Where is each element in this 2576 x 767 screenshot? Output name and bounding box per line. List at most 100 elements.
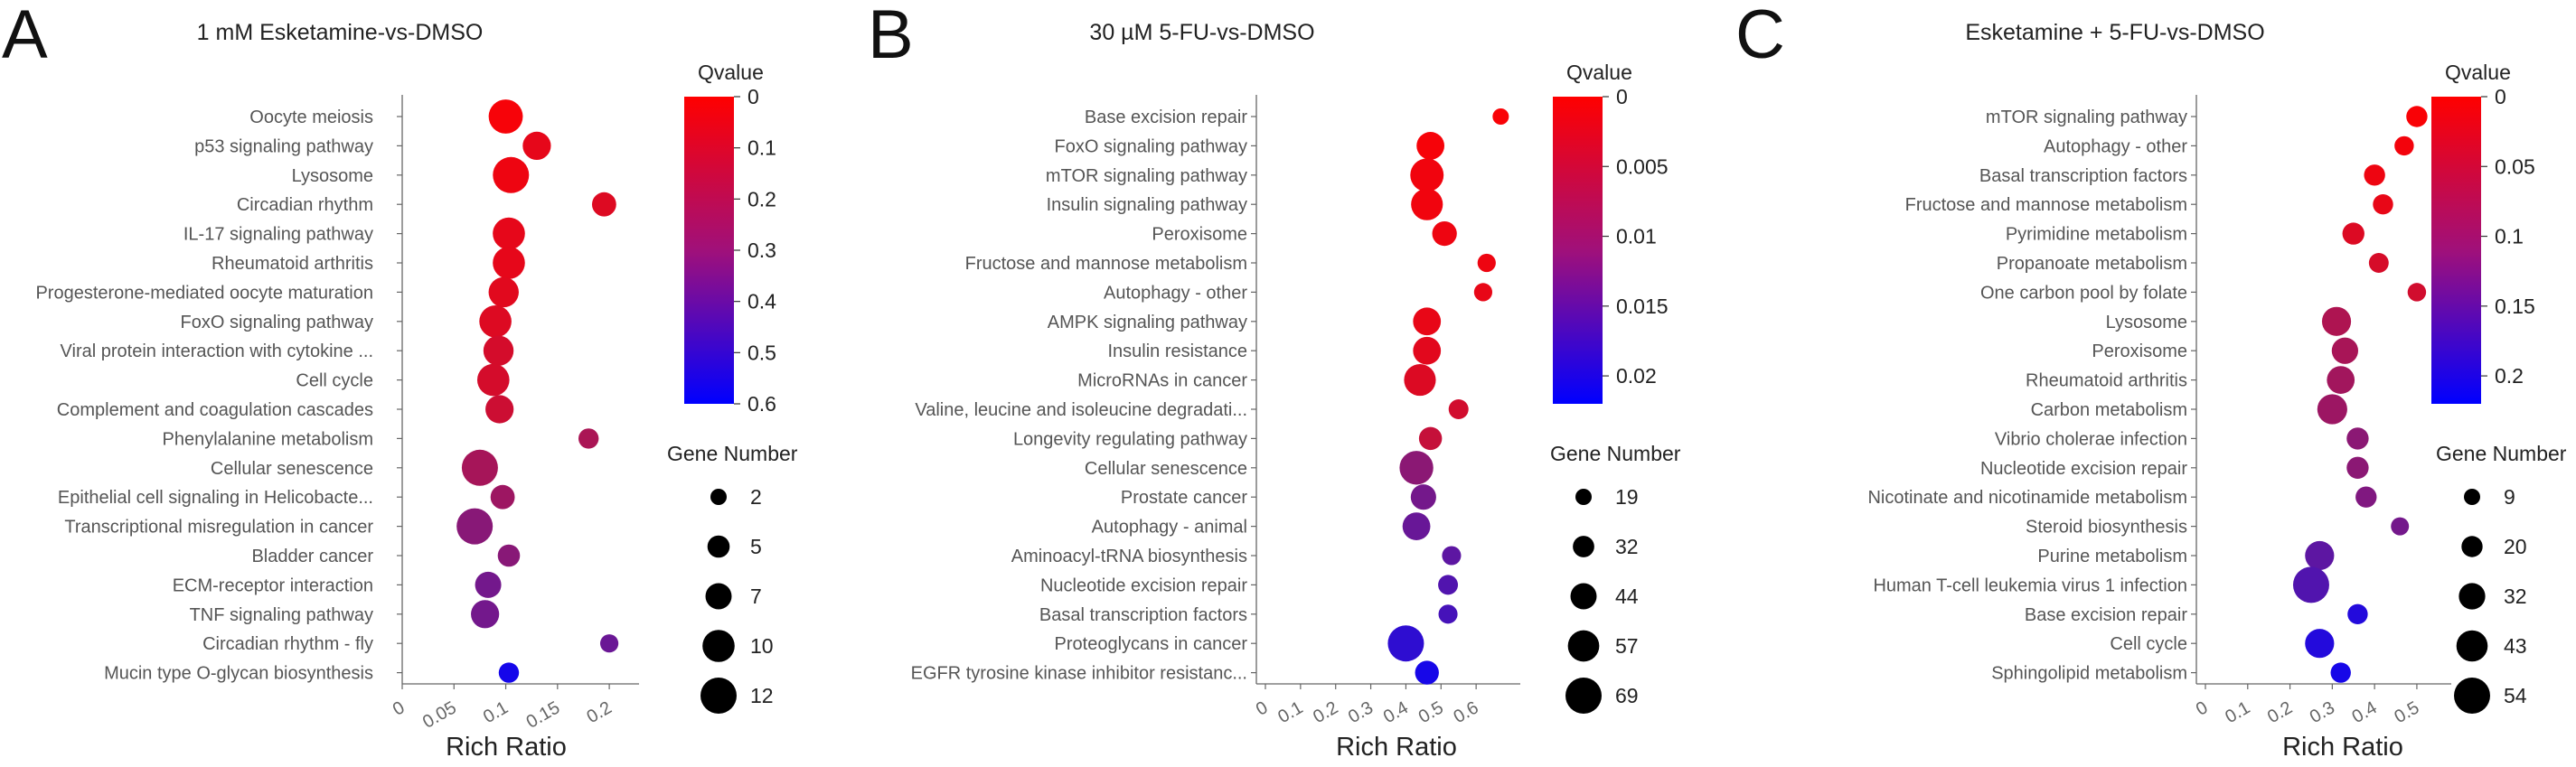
size-legend-label: 12 [750, 684, 774, 707]
size-legend-label: 5 [750, 535, 762, 558]
category-label: Cell cycle [2110, 634, 2187, 654]
size-legend-label: 9 [2504, 485, 2515, 509]
color-legend-label: 0.4 [747, 290, 776, 313]
data-bubble [1449, 399, 1469, 419]
category-label: Cellular senescence [211, 459, 373, 479]
category-label: Vibrio cholerae infection [1995, 429, 2187, 449]
x-tick-label: 0.4 [2349, 697, 2381, 727]
color-legend-label: 0.2 [2495, 364, 2524, 388]
size-legend-bubble [2461, 536, 2482, 557]
data-bubble [1419, 427, 1442, 450]
data-bubble [2322, 307, 2351, 336]
data-bubble [2364, 164, 2384, 185]
data-bubble [1439, 604, 1458, 623]
panel-b: B 30 µM 5-FU-vs-DMSO Base excision repair F… [868, 0, 1681, 762]
bubble-chart-figure: A1 mM Esketamine-vs-DMSOOocyte meiosisp5… [0, 0, 2576, 767]
size-legend-bubble [700, 678, 737, 714]
category-label: Insulin signaling pathway [1047, 195, 1247, 215]
data-bubble [2346, 457, 2368, 479]
data-bubble [1399, 451, 1433, 484]
category-label: Fructose and mannose metabolism [965, 254, 1247, 274]
size-legend-label: 69 [1615, 684, 1639, 707]
size-legend-bubble [710, 489, 727, 505]
category-label: Purine metabolism [2037, 547, 2187, 566]
data-bubble [1411, 484, 1436, 510]
size-legend-label: 44 [1615, 585, 1639, 608]
data-bubble [1478, 254, 1496, 272]
size-legend-label: 32 [2504, 585, 2527, 608]
data-bubble [2331, 662, 2351, 682]
category-label: Propanoate metabolism [1997, 254, 2187, 274]
color-legend-label: 0.15 [2495, 295, 2535, 318]
x-tick-label: 0.2 [2264, 697, 2296, 727]
color-legend-label: 0.1 [2495, 225, 2524, 248]
data-bubble [2355, 487, 2376, 508]
category-label: Base excision repair [1085, 108, 1247, 127]
data-bubble [1416, 132, 1444, 160]
data-bubble [1404, 364, 1435, 396]
size-legend-label: 19 [1615, 485, 1639, 509]
size-legend-bubble [702, 630, 735, 662]
data-bubble [1438, 575, 1458, 594]
color-legend-title: Qvalue [1566, 61, 1632, 84]
data-bubble [1442, 546, 1461, 565]
category-label: Viral protein interaction with cytokine … [61, 341, 373, 361]
data-bubble [2332, 338, 2358, 364]
size-legend-bubble [2457, 631, 2488, 662]
size-legend-title: Gene Number [667, 442, 798, 465]
data-bubble [1474, 283, 1492, 301]
category-label: Nucleotide excision repair [1040, 575, 1247, 595]
category-label: Aminoacyl-tRNA biosynthesis [1011, 547, 1247, 566]
color-legend-label: 0.02 [1616, 364, 1657, 388]
x-tick-label: 0 [1253, 697, 1272, 720]
panel-title: 30 µM 5-FU-vs-DMSO [1089, 20, 1314, 45]
data-bubble [479, 305, 512, 338]
category-label: Basal transcription factors [1979, 166, 2187, 186]
size-legend-label: 10 [750, 634, 774, 658]
category-label: Longevity regulating pathway [1013, 429, 1247, 449]
panel-a: A 1 mM Esketamine-vs-DMSO Oocyte meiosis p5… [2, 0, 798, 762]
color-legend-label: 0 [1616, 85, 1628, 108]
category-label: Epithelial cell signaling in Helicobacte… [58, 488, 373, 508]
data-bubble [498, 545, 521, 567]
category-label: ECM-receptor interaction [173, 575, 373, 595]
data-bubble [1413, 307, 1441, 335]
category-label: Mucin type O-glycan biosynthesis [104, 664, 373, 684]
category-label: Peroxisome [1152, 225, 1247, 245]
data-bubble [1492, 108, 1509, 125]
category-label: FoxO signaling pathway [1055, 136, 1247, 156]
category-label: Proteoglycans in cancer [1055, 634, 1248, 654]
category-label: Prostate cancer [1121, 488, 1247, 508]
color-legend-bar [1553, 97, 1603, 404]
data-bubble [471, 600, 499, 628]
category-label: AMPK signaling pathway [1048, 313, 1247, 332]
color-legend-title: Qvalue [2445, 61, 2511, 84]
data-bubble [2343, 222, 2364, 244]
size-legend-bubble [708, 536, 730, 558]
panel-label: B [868, 0, 914, 73]
category-label: Lysosome [292, 166, 373, 186]
category-label: Autophagy - other [2044, 136, 2187, 156]
color-legend-bar [2431, 97, 2481, 404]
data-bubble [2408, 283, 2426, 301]
data-bubble [2406, 106, 2427, 126]
data-bubble [1410, 158, 1443, 192]
category-label: Circadian rhythm - fly [202, 634, 373, 654]
data-bubble [522, 132, 550, 160]
data-bubble [1387, 625, 1424, 661]
data-bubble [475, 572, 502, 598]
size-legend-label: 20 [2504, 535, 2527, 558]
x-tick-label: 0.3 [2307, 697, 2338, 727]
category-label: Rheumatoid arthritis [2026, 371, 2187, 391]
data-bubble [2293, 566, 2329, 603]
x-tick-label: 0 [390, 697, 409, 720]
x-axis-title: Rich Ratio [2282, 733, 2403, 762]
category-label: Bladder cancer [251, 547, 373, 566]
data-bubble [2373, 194, 2393, 214]
x-tick-label: 0.1 [480, 697, 512, 727]
category-label: Phenylalanine metabolism [163, 429, 373, 449]
data-bubble [578, 428, 598, 448]
x-tick-label: 0.15 [523, 697, 564, 733]
category-label: IL-17 signaling pathway [183, 225, 373, 245]
category-label: Fructose and mannose metabolism [1905, 195, 2187, 215]
